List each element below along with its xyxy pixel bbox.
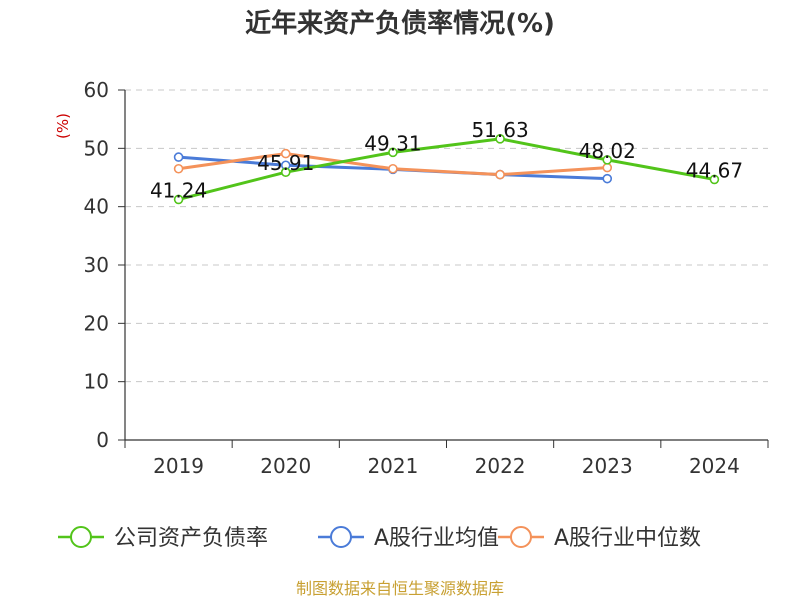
data-point bbox=[602, 162, 613, 173]
data-label: 45.91 bbox=[257, 151, 314, 175]
chart-title: 近年来资产负债率情况(%) bbox=[245, 8, 555, 39]
legend-marker bbox=[330, 526, 352, 548]
data-label: 51.63 bbox=[471, 118, 528, 142]
x-tick-label: 2022 bbox=[475, 454, 526, 478]
legend-item-company: 公司资产负债率 bbox=[58, 526, 268, 551]
series-line bbox=[178, 137, 715, 201]
data-point bbox=[280, 167, 291, 177]
y-tick-label: 20 bbox=[84, 311, 109, 335]
x-tick-label: 2023 bbox=[582, 454, 633, 478]
data-point bbox=[173, 152, 184, 162]
x-tick-label: 2020 bbox=[260, 454, 311, 478]
data-label: 48.02 bbox=[579, 139, 636, 163]
y-tick-label: 50 bbox=[84, 136, 109, 160]
legend-label: A股行业均值 bbox=[374, 526, 499, 551]
legend: 公司资产负债率 A股行业均值 A股行业中位数 bbox=[58, 526, 701, 551]
legend-marker bbox=[510, 526, 532, 548]
legend-item-industry-mean: A股行业均值 bbox=[318, 526, 499, 551]
x-tick-label: 2019 bbox=[153, 454, 204, 478]
data-point bbox=[280, 148, 291, 159]
data-point bbox=[602, 155, 613, 165]
axes: 0 10 20 30 40 50 60 2019 2020 2021 2022 2023 2024 bbox=[84, 78, 769, 478]
data-point bbox=[602, 173, 613, 184]
y-tick-label: 30 bbox=[84, 253, 109, 277]
data-point bbox=[495, 169, 505, 180]
x-tick-label: 2024 bbox=[689, 454, 740, 478]
data-point bbox=[495, 134, 505, 144]
y-tick-label: 0 bbox=[96, 428, 109, 452]
data-point bbox=[388, 163, 398, 174]
y-tick-label: 40 bbox=[84, 195, 109, 219]
data-labels: 41.24 45.91 49.31 51.63 48.02 44.67 bbox=[150, 118, 743, 203]
data-point bbox=[173, 194, 184, 205]
y-tick-label: 60 bbox=[84, 78, 109, 102]
data-label: 49.31 bbox=[364, 131, 421, 155]
series bbox=[173, 134, 720, 205]
legend-marker bbox=[70, 526, 92, 548]
data-point bbox=[173, 163, 184, 174]
y-tick-label: 10 bbox=[84, 370, 109, 394]
data-point bbox=[709, 174, 720, 185]
x-tick-label: 2021 bbox=[367, 454, 418, 478]
legend-label: A股行业中位数 bbox=[554, 526, 701, 551]
grid bbox=[125, 89, 768, 383]
data-label: 44.67 bbox=[686, 158, 743, 182]
legend-label: 公司资产负债率 bbox=[114, 526, 268, 551]
source-note: 制图数据来自恒生聚源数据库 bbox=[296, 579, 504, 598]
data-point bbox=[388, 147, 398, 158]
y-axis-label: (%) bbox=[54, 113, 72, 139]
data-label: 41.24 bbox=[150, 178, 207, 202]
legend-item-industry-median: A股行业中位数 bbox=[498, 526, 701, 551]
